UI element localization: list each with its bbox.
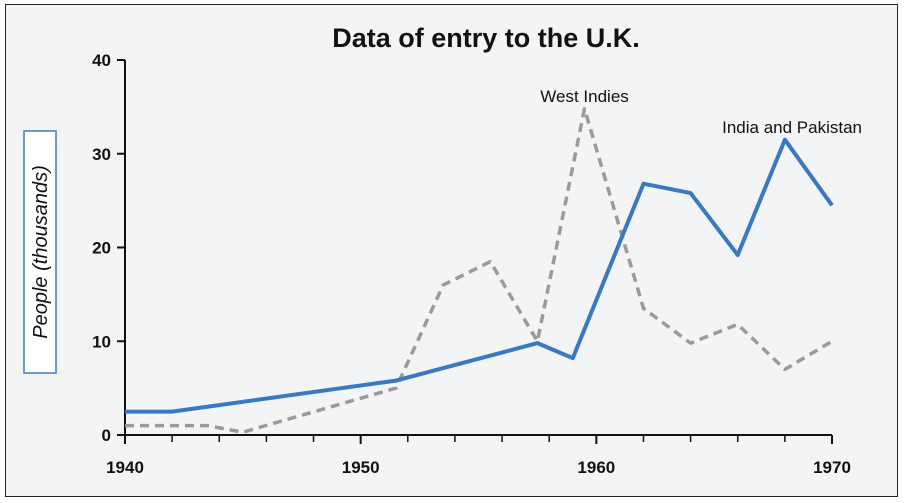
x-tick-label: 1940 — [106, 458, 144, 477]
x-ticks: 1940 1950 1960 1970 — [106, 435, 851, 477]
y-axis-label-box — [23, 130, 57, 374]
y-tick-label: 40 — [92, 51, 111, 70]
y-tick-label: 0 — [102, 426, 111, 445]
annotation-label: India and Pakistan — [722, 118, 862, 137]
y-tick-label: 10 — [92, 332, 111, 351]
x-tick-label: 1970 — [813, 458, 851, 477]
y-axis-label: People (thousands) — [30, 165, 52, 338]
y-tick-label: 20 — [92, 239, 111, 258]
series-layer — [125, 107, 834, 434]
x-tick-label: 1950 — [342, 458, 380, 477]
x-tick-label: 1960 — [577, 458, 615, 477]
annotation-label: West Indies — [540, 87, 629, 106]
series-line-india-and-pakistan — [125, 137, 834, 414]
chart-title: Data of entry to the U.K. — [332, 23, 640, 53]
series-line-west-indies — [125, 107, 833, 434]
y-ticks: 0 10 20 30 40 — [92, 51, 125, 445]
annotations: West Indies India and Pakistan — [540, 87, 862, 137]
chart-frame — [5, 4, 898, 497]
y-tick-label: 30 — [92, 145, 111, 164]
